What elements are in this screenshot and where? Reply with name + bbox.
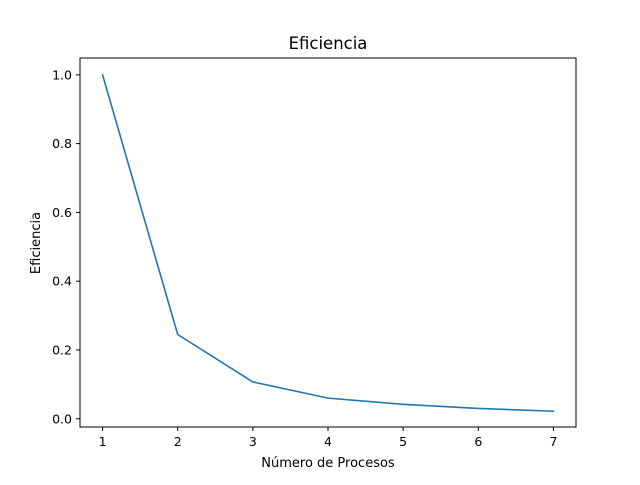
- tick-marks: [76, 74, 554, 431]
- x-tick-label: 4: [324, 434, 332, 449]
- y-tick-label: 1.0: [52, 67, 72, 82]
- y-tick-label: 0.4: [52, 274, 72, 289]
- x-tick-label: 2: [174, 434, 182, 449]
- x-tick-label: 5: [399, 434, 407, 449]
- x-tick-label: 7: [549, 434, 557, 449]
- y-axis-label: Eficiencia: [29, 212, 44, 274]
- y-tick-label: 0.2: [52, 342, 72, 357]
- x-tick-label: 1: [99, 434, 107, 449]
- series-line: [101, 73, 555, 413]
- tick-labels: 1 2 3 4 5 6 7 0.0 0.2 0.4 0.6 0.8 1.0: [52, 67, 557, 449]
- x-axis-label: Número de Procesos: [261, 456, 395, 471]
- y-tick-label: 0.8: [52, 136, 72, 151]
- x-tick-label: 6: [474, 434, 482, 449]
- x-tick-label: 3: [249, 434, 257, 449]
- plot-area-frame: [79, 57, 577, 428]
- series-group: [101, 73, 555, 413]
- y-tick-label: 0.6: [52, 205, 72, 220]
- y-tick-label: 0.0: [52, 411, 72, 426]
- chart-title: Eficiencia: [289, 34, 368, 53]
